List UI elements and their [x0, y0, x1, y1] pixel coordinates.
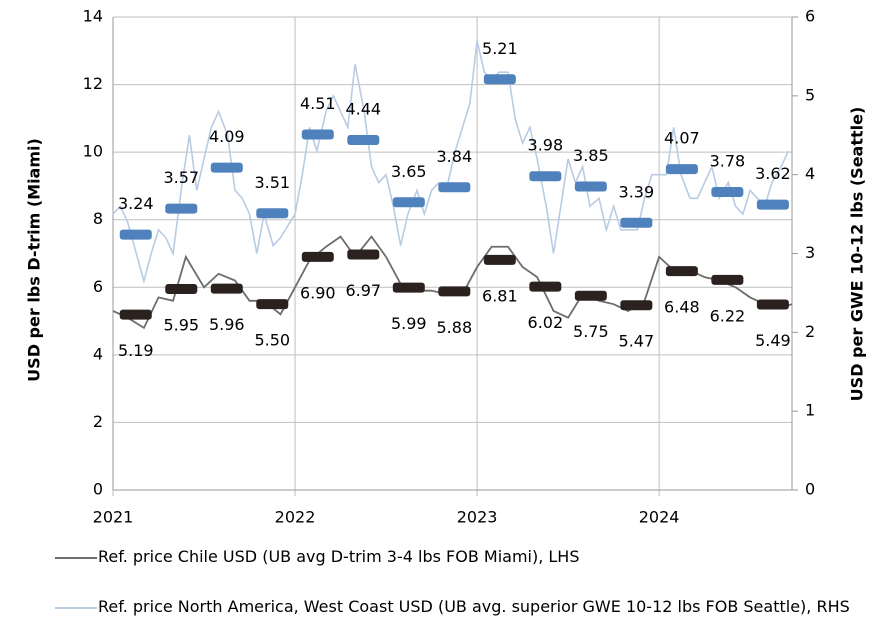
x-tick-label: 2021 — [93, 508, 134, 527]
y2-tick-label: 1 — [805, 401, 815, 420]
average-marker — [438, 286, 471, 297]
data-label: 3.57 — [163, 168, 199, 187]
y-tick-label: 6 — [93, 277, 103, 296]
average-marker — [301, 251, 334, 262]
average-marker — [347, 134, 380, 145]
data-label: 5.96 — [209, 315, 245, 334]
data-label: 6.90 — [300, 283, 336, 302]
average-marker — [165, 283, 198, 294]
data-label: 5.21 — [482, 39, 518, 58]
average-marker — [210, 162, 243, 173]
legend-label: Ref. price Chile USD (UB avg D-trim 3-4 … — [98, 547, 580, 566]
y-axis-label: USD per lbs D-trim (Miami) — [25, 138, 44, 382]
data-label: 4.44 — [345, 99, 381, 118]
legend-swatch — [55, 607, 97, 609]
average-marker — [711, 274, 744, 285]
average-marker — [756, 299, 789, 310]
y-tick-label: 8 — [93, 209, 103, 228]
data-label: 6.02 — [528, 313, 564, 332]
y-tick-label: 14 — [83, 7, 103, 26]
y2-tick-label: 2 — [805, 322, 815, 341]
average-marker — [756, 199, 789, 210]
data-label: 5.19 — [118, 341, 154, 360]
data-label: 5.50 — [254, 331, 290, 350]
average-marker — [256, 208, 289, 219]
legend-swatch — [55, 557, 97, 559]
data-label: 3.24 — [118, 194, 154, 213]
average-marker — [620, 217, 653, 228]
data-label: 3.62 — [755, 164, 791, 183]
average-marker — [529, 281, 562, 292]
data-label: 3.84 — [437, 147, 473, 166]
data-label: 6.48 — [664, 298, 700, 317]
average-marker — [574, 290, 607, 301]
x-tick-label: 2022 — [275, 508, 316, 527]
average-marker — [620, 300, 653, 311]
average-marker — [483, 74, 516, 85]
average-marker — [665, 266, 698, 277]
data-label: 5.88 — [437, 318, 473, 337]
average-marker — [119, 309, 152, 320]
data-label: 6.81 — [482, 286, 518, 305]
x-tick-label: 2023 — [457, 508, 498, 527]
y-tick-label: 2 — [93, 412, 103, 431]
average-marker — [438, 182, 471, 193]
data-label: 3.65 — [391, 162, 427, 181]
y2-tick-label: 6 — [805, 7, 815, 26]
data-label: 3.39 — [619, 182, 655, 201]
data-label: 3.85 — [573, 146, 609, 165]
average-marker — [483, 254, 516, 265]
average-marker — [529, 171, 562, 182]
y2-axis-label: USD per GWE 10-12 lbs (Seattle) — [848, 107, 867, 402]
legend-label: Ref. price North America, West Coast USD… — [98, 597, 850, 616]
average-marker — [347, 249, 380, 260]
data-label: 4.09 — [209, 127, 245, 146]
average-marker — [256, 299, 289, 310]
average-marker — [665, 164, 698, 175]
data-label: 4.07 — [664, 129, 700, 148]
average-marker — [574, 181, 607, 192]
average-marker — [165, 203, 198, 214]
average-marker — [711, 187, 744, 198]
data-label: 3.98 — [528, 136, 564, 155]
data-label: 6.22 — [710, 306, 746, 325]
y-tick-label: 0 — [93, 480, 103, 499]
legend-item: Ref. price North America, West Coast USD… — [55, 595, 855, 619]
average-marker — [392, 282, 425, 293]
data-label: 5.47 — [619, 332, 655, 351]
average-marker — [392, 197, 425, 208]
y-tick-label: 12 — [83, 74, 103, 93]
chart: USD per lbs D-trim (Miami) USD per GWE 1… — [25, 7, 867, 527]
average-marker — [119, 229, 152, 240]
y2-tick-label: 5 — [805, 85, 815, 104]
x-tick-label: 2024 — [639, 508, 680, 527]
data-label: 5.99 — [391, 314, 427, 333]
y-tick-label: 4 — [93, 344, 103, 363]
average-marker — [210, 283, 243, 294]
legend-item: Ref. price Chile USD (UB avg D-trim 3-4 … — [55, 545, 855, 569]
average-marker — [301, 129, 334, 140]
data-label: 5.75 — [573, 322, 609, 341]
data-label: 3.51 — [254, 173, 290, 192]
data-label: 6.97 — [345, 281, 381, 300]
data-label: 3.78 — [710, 152, 746, 171]
y2-tick-label: 3 — [805, 243, 815, 262]
y2-tick-label: 0 — [805, 480, 815, 499]
y2-tick-label: 4 — [805, 164, 815, 183]
y-tick-label: 10 — [83, 142, 103, 161]
data-label: 4.51 — [300, 94, 336, 113]
data-label: 5.95 — [163, 315, 199, 334]
data-label: 5.49 — [755, 331, 791, 350]
